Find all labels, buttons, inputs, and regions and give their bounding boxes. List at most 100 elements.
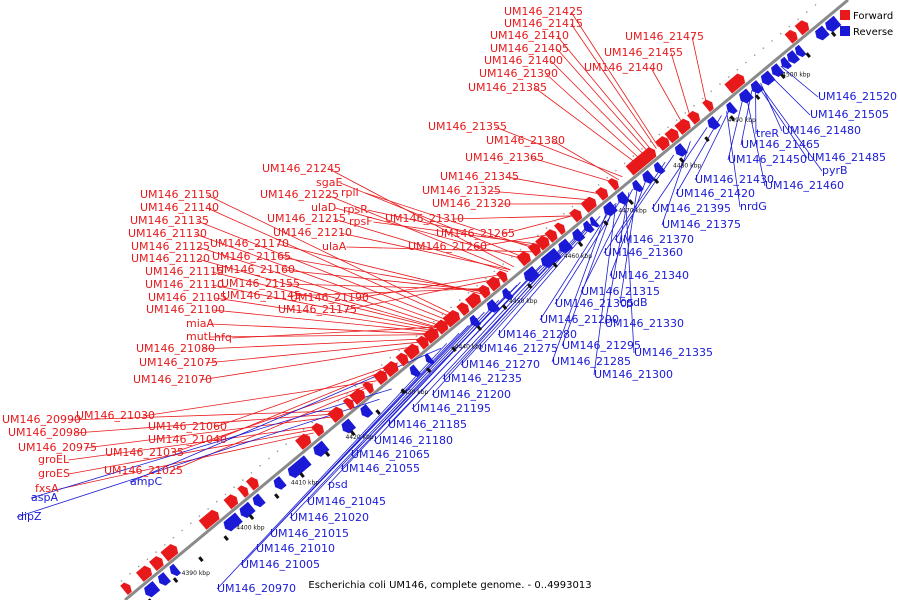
reverse-gene-label: UM146_21010: [256, 542, 335, 555]
forward-gene-label: ulaD: [311, 201, 336, 214]
forward-gene-glyph: [535, 235, 550, 251]
forward-gene-label: UM146_21165: [212, 250, 291, 263]
guide-dot: [233, 486, 235, 489]
forward-gene-label: hfq: [214, 331, 232, 344]
forward-gene-label: UM146_21110: [145, 278, 224, 291]
forward-gene-label: UM146_21245: [262, 162, 341, 175]
forward-gene-label: UM146_21400: [484, 54, 563, 67]
reverse-gene-label: cpdB: [620, 296, 648, 309]
reverse-gene-glyph: [642, 170, 656, 184]
forward-gene-leader-line: [289, 288, 488, 297]
guide-dot: [511, 256, 513, 258]
guide-dot: [276, 450, 279, 453]
forward-gene-label: UM146_21120: [131, 252, 210, 265]
feature-marker: [830, 31, 837, 37]
reverse-gene-label: UM146_21460: [765, 179, 844, 192]
reverse-gene-label: UM146_21450: [728, 153, 807, 166]
kbp-tick-label: 4410 kbp: [291, 479, 319, 486]
forward-gene-glyph: [373, 370, 388, 386]
reverse-gene-label: UM146_21520: [818, 90, 897, 103]
forward-gene-leader-line: [650, 67, 685, 126]
forward-gene-leader-line: [494, 126, 623, 178]
guide-dot: [198, 515, 201, 517]
forward-gene-leader-line: [288, 283, 487, 290]
reverse-gene-label: UM146_21335: [634, 346, 713, 359]
reverse-gene-glyph: [144, 581, 161, 598]
reverse-gene-glyph: [603, 201, 618, 217]
guide-dot: [337, 400, 340, 402]
forward-gene-label: UM146_21190: [290, 291, 369, 304]
forward-gene-label: UM146_21115: [145, 265, 224, 278]
forward-gene-glyph: [295, 433, 312, 450]
forward-gene-label: UM146_21080: [136, 342, 215, 355]
guide-dot: [589, 191, 591, 193]
guide-dot: [389, 356, 392, 359]
forward-gene-leader-line: [340, 182, 525, 259]
guide-dot: [294, 436, 296, 438]
reverse-gene-leader-line: [593, 202, 617, 376]
guide-dot: [788, 25, 791, 28]
reverse-gene-leader-line: [651, 127, 708, 210]
feature-marker: [451, 346, 457, 352]
reverse-gene-glyph: [223, 512, 243, 532]
forward-gene-label: UM146_21170: [210, 237, 289, 250]
reverse-gene-leader-line: [306, 299, 500, 503]
kbp-tick-label: 4440 kbp: [455, 344, 483, 351]
feature-marker: [350, 430, 356, 436]
guide-dot: [545, 227, 548, 229]
reverse-gene-label: UM146_21065: [351, 448, 430, 461]
feature-marker: [653, 178, 660, 184]
guide-dot: [224, 493, 227, 496]
feature-marker: [375, 409, 381, 415]
feature-marker: [476, 325, 483, 331]
forward-gene-glyph: [362, 381, 374, 394]
forward-gene-leader-line: [213, 309, 436, 333]
guide-dot: [190, 522, 192, 525]
forward-gene-leader-line: [206, 341, 424, 364]
forward-gene-leader-line: [215, 297, 437, 332]
forward-gene-label: UM146_21405: [490, 42, 569, 55]
forward-gene-leader-line: [489, 190, 595, 201]
guide-dot: [424, 328, 426, 330]
forward-gene-label: UM146_21125: [131, 240, 210, 253]
reverse-gene-glyph: [287, 455, 312, 479]
forward-gene-leader-line: [197, 246, 443, 327]
feature-marker: [552, 262, 558, 268]
legend-reverse-swatch: [840, 26, 850, 36]
feature-marker: [628, 199, 634, 205]
legend-reverse-label: Reverse: [853, 27, 893, 38]
reverse-gene-label: pyrB: [822, 164, 848, 177]
forward-gene-label: UM146_21130: [128, 227, 207, 240]
guide-dot: [693, 104, 695, 107]
guide-dot: [684, 112, 687, 114]
reverse-gene-label: nrdG: [740, 200, 767, 213]
reverse-gene-label: UM146_21340: [610, 269, 689, 282]
reverse-gene-leader-line: [757, 85, 808, 159]
genome-backbone: [124, 0, 849, 600]
reverse-gene-glyph: [583, 220, 595, 233]
reverse-gene-label: UM146_21275: [479, 342, 558, 355]
forward-gene-glyph: [674, 118, 691, 135]
forward-gene-leader-line: [200, 345, 419, 381]
reverse-gene-glyph: [794, 44, 807, 58]
feature-marker: [223, 535, 229, 541]
forward-gene-label: UM146_21390: [479, 67, 558, 80]
forward-gene-label: UM146_21415: [504, 17, 583, 30]
forward-gene-leader-line: [346, 246, 533, 253]
forward-gene-label: groES: [38, 467, 70, 480]
forward-gene-label: UM146_21160: [216, 263, 295, 276]
forward-gene-glyph: [627, 147, 657, 174]
forward-gene-label: fxsA: [35, 482, 59, 495]
guide-dot: [701, 97, 704, 100]
reverse-gene-glyph: [558, 238, 573, 254]
forward-gene-glyph: [237, 485, 249, 498]
forward-gene-leader-line: [691, 36, 708, 107]
guide-dot: [615, 169, 617, 172]
forward-gene-glyph: [327, 406, 344, 423]
reverse-gene-glyph: [825, 15, 842, 33]
forward-gene-label: UM146_21100: [146, 303, 225, 316]
forward-gene-leader-line: [68, 428, 319, 475]
reverse-gene-glyph: [273, 476, 287, 490]
forward-gene-glyph: [160, 543, 179, 562]
